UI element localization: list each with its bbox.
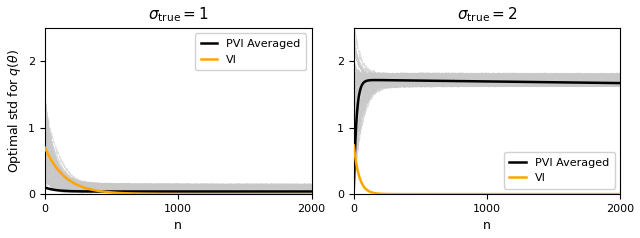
Line: VI: VI — [354, 145, 620, 194]
Legend: PVI Averaged, VI: PVI Averaged, VI — [504, 152, 615, 188]
PVI Averaged — [41, 186, 49, 189]
Line: VI: VI — [45, 148, 312, 194]
PVI Averaged — [473, 80, 481, 83]
PVI Averaged — [372, 79, 380, 81]
Y-axis label: Optimal std for $q(\theta)$: Optimal std for $q(\theta)$ — [6, 49, 22, 173]
VI — [300, 193, 308, 196]
VI — [251, 193, 259, 196]
PVI Averaged — [251, 190, 259, 193]
PVI Averaged — [300, 190, 308, 193]
VI — [581, 193, 589, 196]
VI — [350, 144, 358, 147]
VI — [479, 193, 487, 196]
PVI Averaged — [364, 79, 371, 82]
Legend: PVI Averaged, VI: PVI Averaged, VI — [195, 34, 306, 70]
X-axis label: n: n — [483, 219, 491, 233]
VI — [364, 189, 371, 192]
Title: $\sigma_{\mathrm{true}} = 2$: $\sigma_{\mathrm{true}} = 2$ — [456, 5, 518, 24]
VI — [171, 193, 179, 195]
PVI Averaged — [55, 189, 63, 192]
VI — [300, 193, 308, 196]
PVI Averaged — [350, 187, 358, 190]
PVI Averaged — [616, 82, 624, 84]
PVI Averaged — [480, 80, 488, 83]
VI — [560, 193, 568, 196]
Line: PVI Averaged: PVI Averaged — [354, 80, 620, 188]
VI — [616, 193, 624, 196]
VI — [609, 193, 616, 196]
PVI Averaged — [609, 82, 616, 84]
Title: $\sigma_{\mathrm{true}} = 1$: $\sigma_{\mathrm{true}} = 1$ — [148, 5, 209, 24]
PVI Averaged — [164, 190, 172, 193]
PVI Averaged — [560, 81, 568, 84]
Line: PVI Averaged: PVI Averaged — [45, 188, 312, 192]
VI — [472, 193, 480, 196]
VI — [308, 193, 316, 196]
VI — [164, 193, 172, 195]
VI — [55, 169, 63, 172]
VI — [609, 193, 616, 196]
PVI Averaged — [300, 190, 308, 193]
X-axis label: n: n — [174, 219, 182, 233]
PVI Averaged — [308, 190, 316, 193]
VI — [41, 146, 49, 149]
PVI Averaged — [609, 82, 616, 84]
PVI Averaged — [171, 190, 179, 193]
